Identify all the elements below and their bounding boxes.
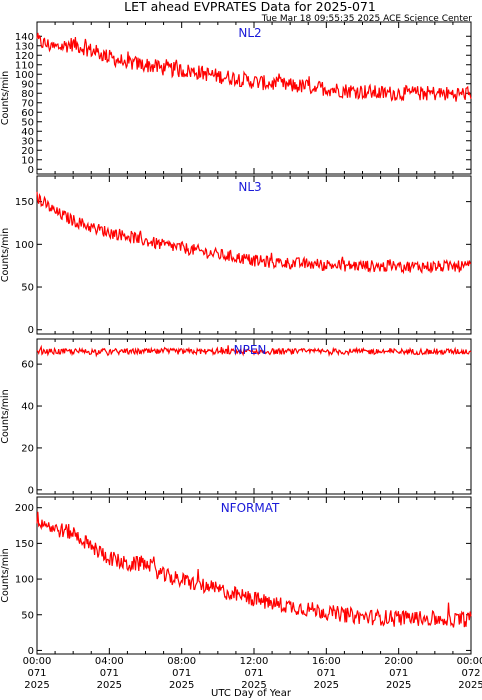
y-tick-label: 50 [21,117,34,128]
x-tick-label-line: 071 [172,668,191,679]
x-tick-label-line: 20:00 [384,656,413,667]
y-tick-label: 60 [21,108,34,119]
x-tick-label-line: 00:00 [23,656,52,667]
panel-nl3: 0 50 100 150 Counts/min NL3 [0,175,472,336]
x-tick-label-line: 08:00 [167,656,196,667]
y-tick-label: 50 [21,610,34,621]
panel-frame [36,21,472,175]
y-tick-label: 0 [28,485,34,496]
y-tick-label: 40 [21,127,34,138]
panel-label-nl3: NL3 [238,180,261,194]
y-axis-label: Counts/min [0,71,11,125]
y-tick-label: 100 [15,70,34,81]
y-tick-label: 100 [15,575,34,586]
x-tick-label-line: 071 [317,668,336,679]
plot-panels: 0102030405060708090100110120130140Counts… [0,21,472,657]
panel-npen: 0 20 40 60 Counts/min NPEN [0,338,472,496]
y-tick-label: 90 [21,79,34,90]
y-tick-label: 20 [21,443,34,454]
x-tick-label-line: 2025 [314,680,339,691]
chart-timestamp: Tue Mar 18 09:55:35 2025 ACE Science Cen… [261,14,473,24]
x-tick-label-line: 2025 [169,680,194,691]
x-tick-label-line: 2025 [386,680,411,691]
y-axis-label: Counts/min [0,548,11,602]
x-axis-label: UTC Day of Year [211,688,292,699]
series-line-nformat [36,511,472,628]
panel-nformat: 0 50 100 150 200 Counts/min NFORMAT [0,496,472,657]
y-tick-label: 10 [21,155,34,166]
x-tick-label-line: 00:00 [457,656,482,667]
x-tick-label-line: 071 [244,668,263,679]
series-line-nl2 [36,32,472,102]
x-tick-label-line: 071 [27,668,46,679]
y-axis-label: Counts/min [0,389,11,443]
x-tick-label-line: 072 [461,668,480,679]
x-tick-label-line: 071 [389,668,408,679]
panel-frame [36,338,472,495]
series-line-npen [36,344,472,358]
y-tick-label: 50 [21,283,34,294]
y-axis-label: Counts/min [0,228,11,282]
y-tick-label: 0 [28,165,34,176]
panel-frame [36,496,472,655]
y-tick-label: 0 [28,646,34,657]
y-tick-label: 70 [21,98,34,109]
panel-label-nformat: NFORMAT [221,501,280,515]
y-tick-label: 140 [15,32,34,43]
series-line-nl3 [36,191,471,275]
y-tick-label: 40 [21,402,34,413]
x-tick-label: 00:000722025 [457,656,482,691]
y-tick-label: 80 [21,89,34,100]
x-tick-label-line: 12:00 [240,656,269,667]
x-tick-label-line: 2025 [97,680,122,691]
y-tick-label: 150 [15,197,34,208]
y-tick-label: 100 [15,240,34,251]
panel-label-npen: NPEN [234,343,267,357]
y-tick-label: 200 [15,503,34,514]
x-tick-label-line: 071 [100,668,119,679]
x-tick-label-line: 16:00 [312,656,341,667]
x-tick-label-line: 2025 [241,680,266,691]
x-tick-label-line: 2025 [24,680,49,691]
chart-title: LET ahead EVPRATES Data for 2025-071 [124,0,376,14]
y-tick-label: 30 [21,136,34,147]
x-axis: 00:00071202504:00071202508:00071202512:0… [23,656,482,691]
x-tick-label-line: 04:00 [95,656,124,667]
y-tick-label: 0 [28,325,34,336]
y-tick-label: 20 [21,146,34,157]
y-tick-label: 60 [21,360,34,371]
panel-frame [36,175,472,335]
y-tick-label: 130 [15,41,34,52]
y-tick-label: 110 [15,60,34,71]
y-tick-label: 120 [15,51,34,62]
y-tick-label: 150 [15,539,34,550]
x-tick-label-line: 2025 [458,680,482,691]
panel-label-nl2: NL2 [238,26,261,40]
